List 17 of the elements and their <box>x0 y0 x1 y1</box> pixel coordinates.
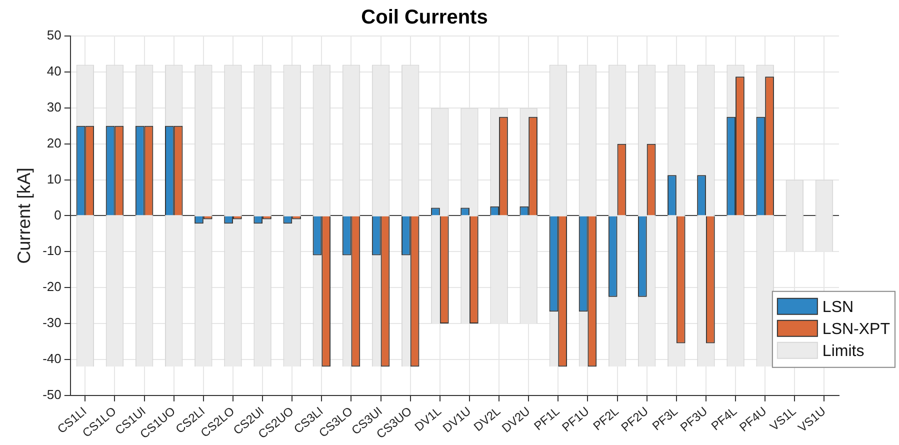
y-tick-label: -20 <box>42 279 62 294</box>
chart-title: Coil Currents <box>361 6 488 29</box>
y-axis-title: Current [kA] <box>14 168 34 264</box>
y-tick-label: 50 <box>46 28 62 43</box>
y-tick-label: -50 <box>42 386 62 402</box>
legend-label: Limits <box>822 342 864 360</box>
y-tick-label: 10 <box>46 171 62 186</box>
y-tick-label: -30 <box>42 315 62 330</box>
y-tick-label: 40 <box>46 64 62 79</box>
legend-label: LSN-XPT <box>822 320 890 338</box>
y-tick-label: 20 <box>46 135 62 150</box>
y-tick-label: -10 <box>42 243 62 258</box>
y-tick-label: 30 <box>46 99 62 114</box>
x-tick-label: VS1L <box>767 404 799 434</box>
y-tick-label: 0 <box>54 207 62 222</box>
legend-label: LSN <box>822 298 854 316</box>
y-tick-label: -40 <box>42 351 62 366</box>
